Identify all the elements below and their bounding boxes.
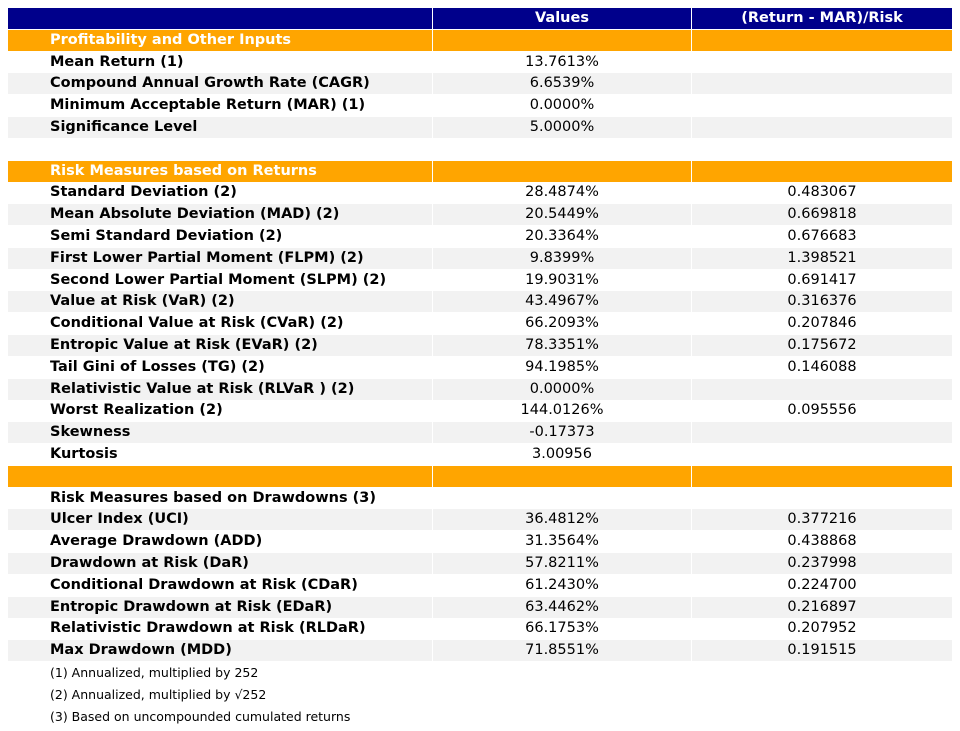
row-label: Average Drawdown (ADD) <box>8 531 432 553</box>
cell-bg <box>433 29 691 51</box>
cell-value: 1.398521 <box>692 247 952 269</box>
cell-value: 144.0126% <box>433 400 691 422</box>
row-label: Conditional Value at Risk (CVaR) (2) <box>8 313 432 335</box>
cell-bg <box>433 487 691 509</box>
cell-value: 63.4462% <box>433 596 691 618</box>
row-label: Value at Risk (VaR) (2) <box>8 291 432 313</box>
row-label: Mean Absolute Deviation (MAD) (2) <box>8 204 432 226</box>
cell-bg <box>8 8 432 29</box>
cell-bg <box>8 465 432 487</box>
cell-bg <box>692 487 952 509</box>
cell-value: 0.483067 <box>692 182 952 204</box>
row-label: Compound Annual Growth Rate (CAGR) <box>8 73 432 95</box>
row-label: Kurtosis <box>8 444 432 465</box>
row-label: Semi Standard Deviation (2) <box>8 226 432 247</box>
cell-bg <box>692 117 952 138</box>
cell-value: 20.5449% <box>433 204 691 226</box>
cell-value: 0.237998 <box>692 553 952 574</box>
cell-value: 61.2430% <box>433 574 691 596</box>
row-label: Risk Measures based on Returns <box>8 160 432 182</box>
row-label: Mean Return (1) <box>8 51 432 73</box>
cell-value: 0.191515 <box>692 640 952 662</box>
cell-value: 19.9031% <box>433 269 691 291</box>
cell-value: 13.7613% <box>433 51 691 73</box>
row-label: Conditional Drawdown at Risk (CDaR) <box>8 574 432 596</box>
cell-value: 31.3564% <box>433 531 691 553</box>
row-label: Significance Level <box>8 117 432 138</box>
row-label: Tail Gini of Losses (TG) (2) <box>8 356 432 378</box>
cell-bg <box>692 422 952 444</box>
footnote: (1) Annualized, multiplied by 252 <box>50 665 259 680</box>
cell-value: 0.316376 <box>692 291 952 313</box>
cell-value: 0.691417 <box>692 269 952 291</box>
cell-value: 66.1753% <box>433 618 691 640</box>
cell-value: 0.095556 <box>692 400 952 422</box>
cell-bg <box>692 444 952 465</box>
row-label: Worst Realization (2) <box>8 400 432 422</box>
cell-value: 0.175672 <box>692 335 952 356</box>
row-label: Profitability and Other Inputs <box>8 29 432 51</box>
row-label: Relativistic Drawdown at Risk (RLDaR) <box>8 618 432 640</box>
cell-value: 0.207846 <box>692 313 952 335</box>
cell-value: 78.3351% <box>433 335 691 356</box>
cell-bg <box>433 465 691 487</box>
cell-value: 0.216897 <box>692 596 952 618</box>
cell-value: 0.207952 <box>692 618 952 640</box>
cell-bg <box>692 465 952 487</box>
cell-value: 43.4967% <box>433 291 691 313</box>
row-label: Max Drawdown (MDD) <box>8 640 432 662</box>
cell-bg <box>692 51 952 73</box>
cell-bg <box>692 73 952 95</box>
cell-value: 6.6539% <box>433 73 691 95</box>
cell-value: 0.676683 <box>692 226 952 247</box>
cell-value: 20.3364% <box>433 226 691 247</box>
row-label: Ulcer Index (UCI) <box>8 509 432 531</box>
cell-value: 71.8551% <box>433 640 691 662</box>
row-label: First Lower Partial Moment (FLPM) (2) <box>8 247 432 269</box>
cell-bg <box>692 378 952 400</box>
row-label: Drawdown at Risk (DaR) <box>8 553 432 574</box>
row-label: Skewness <box>8 422 432 444</box>
cell-bg <box>692 160 952 182</box>
cell-value: Values <box>433 8 691 29</box>
row-label: Standard Deviation (2) <box>8 182 432 204</box>
cell-value: 0.0000% <box>433 95 691 117</box>
cell-value: 9.8399% <box>433 247 691 269</box>
cell-value: 0.377216 <box>692 509 952 531</box>
row-label: Relativistic Value at Risk (RLVaR ) (2) <box>8 378 432 400</box>
cell-value: 0.669818 <box>692 204 952 226</box>
cell-bg <box>692 29 952 51</box>
row-label: Risk Measures based on Drawdowns (3) <box>8 487 432 509</box>
row-label: Entropic Value at Risk (EVaR) (2) <box>8 335 432 356</box>
cell-bg <box>692 95 952 117</box>
footnote: (3) Based on uncompounded cumulated retu… <box>50 708 351 724</box>
cell-bg <box>433 160 691 182</box>
row-label: Second Lower Partial Moment (SLPM) (2) <box>8 269 432 291</box>
cell-value: 36.4812% <box>433 509 691 531</box>
cell-value: 66.2093% <box>433 313 691 335</box>
cell-value: 28.4874% <box>433 182 691 204</box>
cell-value: 0.438868 <box>692 531 952 553</box>
row-label: Entropic Drawdown at Risk (EDaR) <box>8 596 432 618</box>
cell-value: -0.17373 <box>433 422 691 444</box>
row-label: Minimum Acceptable Return (MAR) (1) <box>8 95 432 117</box>
cell-value: 0.0000% <box>433 378 691 400</box>
cell-value: 57.8211% <box>433 553 691 574</box>
cell-value: 0.146088 <box>692 356 952 378</box>
cell-value: 3.00956 <box>433 444 691 465</box>
cell-value: 5.0000% <box>433 117 691 138</box>
footnote: (2) Annualized, multiplied by √252 <box>50 686 267 702</box>
cell-value: (Return - MAR)/Risk <box>692 8 952 29</box>
cell-value: 0.224700 <box>692 574 952 596</box>
cell-value: 94.1985% <box>433 356 691 378</box>
